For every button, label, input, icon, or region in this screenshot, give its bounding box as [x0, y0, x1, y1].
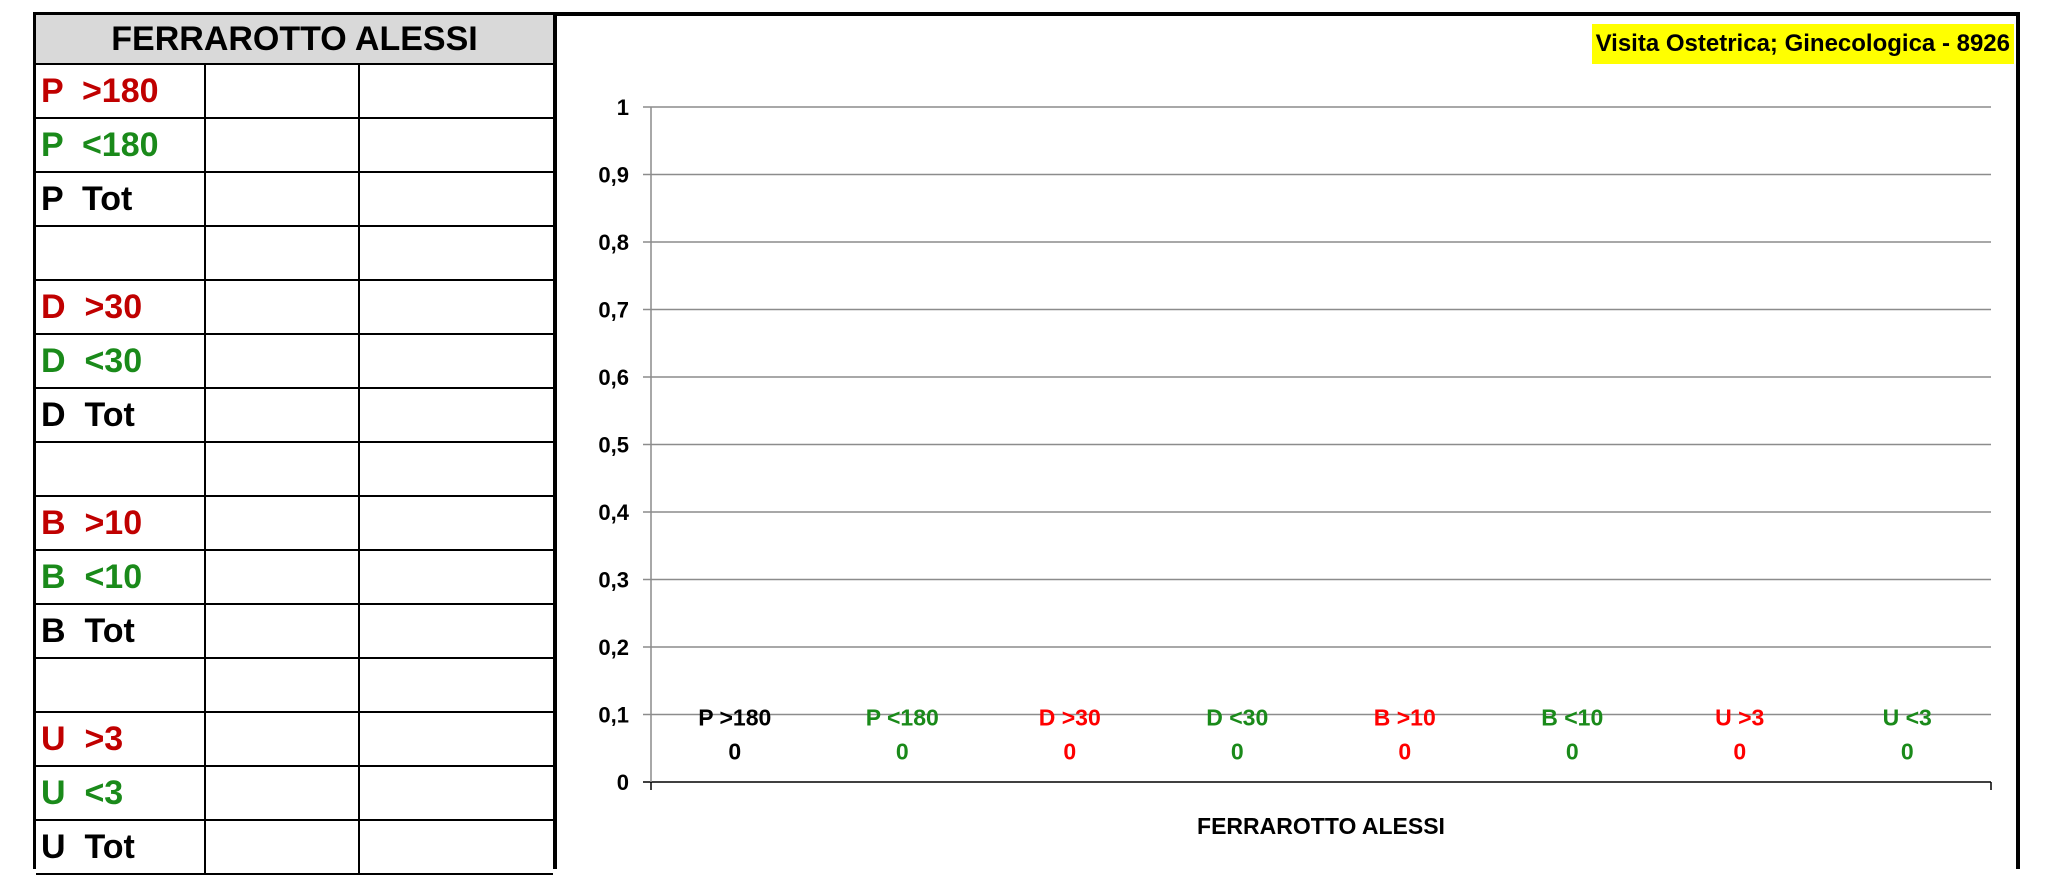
data-label: 0: [1566, 739, 1579, 765]
table-row: D >30: [36, 281, 553, 335]
row-label: D <30: [36, 335, 206, 387]
table-row: B <10: [36, 551, 553, 605]
row-cell: [206, 389, 360, 441]
y-tick-label: 0,7: [598, 298, 629, 323]
category-label: B >10: [1374, 705, 1436, 731]
row-cell: [360, 65, 553, 117]
data-label: 0: [1063, 739, 1076, 765]
x-axis-title: FERRAROTTO ALESSI: [1197, 813, 1445, 839]
table-row: B Tot: [36, 605, 553, 659]
row-label: D Tot: [36, 389, 206, 441]
y-tick-label: 0,4: [598, 500, 629, 525]
row-cell: [206, 713, 360, 765]
row-label: P <180: [36, 119, 206, 171]
row-cell: [206, 821, 360, 873]
row-label: D >30: [36, 281, 206, 333]
data-label: 0: [1733, 739, 1746, 765]
row-cell: [206, 551, 360, 603]
row-cell: [360, 227, 553, 279]
summary-table: FERRAROTTO ALESSI P >180 P <180 P Tot D >30…: [33, 12, 553, 875]
row-cell: [206, 281, 360, 333]
y-tick-label: 0,9: [598, 163, 629, 188]
row-cell: [206, 173, 360, 225]
row-cell: [206, 65, 360, 117]
row-label: B >10: [36, 497, 206, 549]
row-cell: [206, 497, 360, 549]
row-cell: [206, 335, 360, 387]
y-tick-label: 0,1: [598, 703, 629, 728]
row-cell: [360, 443, 553, 495]
y-tick-label: 0: [617, 770, 629, 795]
row-label: U <3: [36, 767, 206, 819]
table-title: FERRAROTTO ALESSI: [36, 15, 553, 65]
row-label: [36, 227, 206, 279]
row-cell: [360, 119, 553, 171]
row-cell: [360, 497, 553, 549]
table-row: [36, 659, 553, 713]
row-label: B Tot: [36, 605, 206, 657]
table-row: [36, 443, 553, 497]
category-label: U >3: [1715, 705, 1764, 731]
row-label: U Tot: [36, 821, 206, 873]
row-cell: [360, 551, 553, 603]
row-cell: [360, 389, 553, 441]
table-row: B >10: [36, 497, 553, 551]
row-label: [36, 443, 206, 495]
data-label: 0: [1398, 739, 1411, 765]
data-label: 0: [896, 739, 909, 765]
table-row: U Tot: [36, 821, 553, 875]
y-tick-label: 0,2: [598, 635, 629, 660]
row-cell: [206, 119, 360, 171]
row-cell: [206, 443, 360, 495]
y-tick-label: 1: [617, 95, 629, 120]
row-label: U >3: [36, 713, 206, 765]
bar-chart: 0 0,1 0,2 0,3 0,4 0,5 0,6 0,7 0,8 0,9 1 P >180 0 P <1…: [598, 95, 1992, 839]
data-label: 0: [1231, 739, 1244, 765]
table-row: P <180: [36, 119, 553, 173]
row-cell: [206, 767, 360, 819]
row-cell: [206, 659, 360, 711]
table-row: D Tot: [36, 389, 553, 443]
row-cell: [360, 659, 553, 711]
table-row: P >180: [36, 65, 553, 119]
data-label: 0: [728, 739, 741, 765]
row-cell: [206, 227, 360, 279]
y-tick-label: 0,8: [598, 230, 629, 255]
category-label: P >180: [698, 705, 771, 731]
row-label: P Tot: [36, 173, 206, 225]
table-row: [36, 227, 553, 281]
row-cell: [360, 173, 553, 225]
category-label: U <3: [1883, 705, 1932, 731]
table-row: U <3: [36, 767, 553, 821]
row-cell: [360, 335, 553, 387]
category-label: P <180: [866, 705, 939, 731]
table-row: D <30: [36, 335, 553, 389]
category-label: D >30: [1039, 705, 1101, 731]
row-cell: [360, 713, 553, 765]
row-label: B <10: [36, 551, 206, 603]
row-cell: [360, 767, 553, 819]
row-label: P >180: [36, 65, 206, 117]
table-row: P Tot: [36, 173, 553, 227]
y-tick-label: 0,6: [598, 365, 629, 390]
table-row: U >3: [36, 713, 553, 767]
row-cell: [360, 821, 553, 873]
category-label: B <10: [1541, 705, 1603, 731]
row-cell: [360, 281, 553, 333]
row-cell: [360, 605, 553, 657]
y-tick-label: 0,3: [598, 568, 629, 593]
y-tick-label: 0,5: [598, 433, 629, 458]
data-label: 0: [1901, 739, 1914, 765]
row-cell: [206, 605, 360, 657]
row-label: [36, 659, 206, 711]
category-label: D <30: [1206, 705, 1268, 731]
chart-title: Visita Ostetrica; Ginecologica - 8926: [1591, 24, 2014, 64]
